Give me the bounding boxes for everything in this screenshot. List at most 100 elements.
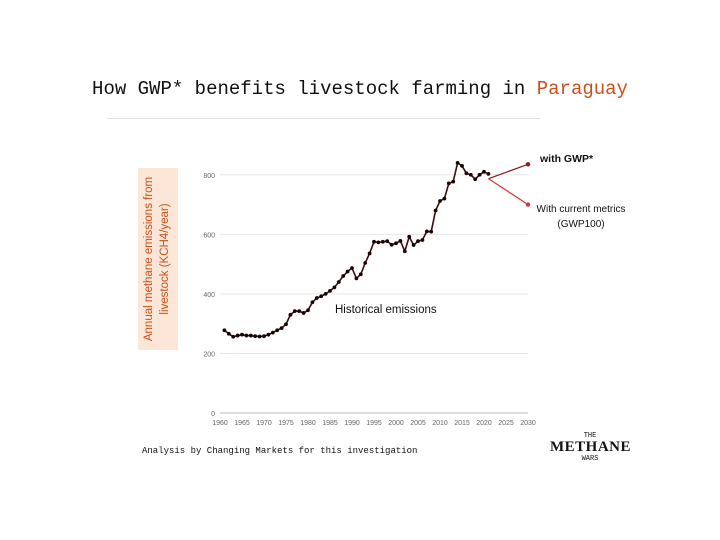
data-point	[284, 322, 288, 327]
data-point	[464, 171, 469, 176]
y-tick-label: 400	[203, 292, 215, 299]
data-point	[314, 296, 319, 300]
series-end-point-1	[525, 162, 531, 167]
logo-main: METHANE	[550, 439, 632, 455]
y-axis-ticks: 0 200 400 600 800	[203, 173, 215, 418]
data-point	[319, 294, 324, 299]
logo-bottom: WARS	[581, 455, 599, 463]
x-tick-label: 1980	[300, 420, 316, 427]
data-point	[424, 229, 429, 234]
data-point	[446, 181, 451, 186]
data-point	[270, 330, 275, 335]
data-point	[380, 239, 385, 244]
data-point	[257, 334, 262, 339]
series-line-2	[488, 178, 529, 206]
data-point	[310, 300, 315, 305]
data-point	[328, 289, 332, 293]
data-point	[486, 171, 491, 176]
data-point	[275, 328, 280, 333]
data-point	[266, 332, 271, 337]
data-point	[226, 331, 231, 336]
data-point	[420, 238, 425, 242]
x-tick-label: 2010	[432, 420, 448, 427]
data-point	[306, 308, 310, 313]
grid	[220, 174, 528, 414]
series-layer	[222, 160, 531, 339]
data-point	[301, 311, 306, 315]
label-current-metrics-1: With current metrics	[537, 204, 626, 215]
data-point	[385, 239, 390, 244]
title-prefix: How GWP* benefits livestock farming in	[92, 78, 537, 100]
x-tick-label: 1995	[366, 420, 382, 427]
x-tick-label: 2030	[520, 420, 536, 427]
data-point	[433, 208, 438, 213]
data-point	[345, 269, 350, 274]
x-tick-label: 1970	[256, 420, 272, 427]
x-tick-label: 1960	[212, 420, 228, 427]
x-tick-label: 1965	[234, 420, 250, 427]
data-point	[367, 251, 372, 256]
data-point	[438, 199, 442, 203]
label-gwp-star: with GWP*	[539, 153, 594, 165]
data-point	[350, 266, 354, 270]
data-point	[451, 179, 456, 184]
label-historical-emissions: Historical emissions	[335, 304, 437, 316]
x-tick-label: 2025	[498, 420, 514, 427]
data-point	[468, 172, 473, 177]
label-current-metrics-2: (GWP100)	[557, 219, 604, 230]
y-tick-label: 200	[203, 351, 215, 358]
data-point	[279, 326, 284, 331]
data-point	[292, 309, 297, 314]
y-tick-label: 600	[203, 232, 215, 239]
data-point	[248, 333, 253, 338]
x-tick-label: 2020	[476, 420, 492, 427]
x-axis-ticks: 1960 1965 1970 1975 1980 1985 1990 1995 2000 2005…	[212, 420, 536, 427]
data-point	[398, 238, 403, 243]
data-point	[372, 239, 376, 244]
page-title: How GWP* benefits livestock farming in P…	[0, 78, 720, 100]
data-point	[416, 239, 420, 244]
y-axis-label-line1: Annual methane emissions from	[143, 177, 155, 341]
logo-top: THE	[583, 432, 597, 440]
data-point	[297, 309, 302, 314]
data-point	[407, 234, 412, 239]
x-tick-label: 1975	[278, 420, 294, 427]
data-point	[482, 169, 486, 174]
data-point	[336, 280, 341, 284]
y-axis-label-background	[138, 168, 178, 350]
y-axis-label-box: Annual methane emissions from livestock …	[138, 168, 178, 350]
x-tick-label: 2005	[410, 420, 426, 427]
data-point	[473, 177, 478, 182]
data-point	[222, 328, 227, 333]
series-end-point-2	[525, 202, 531, 207]
data-point	[354, 276, 359, 281]
data-point	[389, 242, 394, 247]
y-axis-label-line2: livestock (KCH4/year)	[159, 203, 171, 314]
source-note: Analysis by Changing Markets for this in…	[142, 446, 418, 456]
title-divider	[107, 118, 540, 119]
data-point	[253, 334, 258, 339]
data-point	[262, 334, 266, 339]
data-point	[288, 312, 293, 317]
y-tick-label: 0	[211, 411, 215, 418]
data-point	[411, 243, 416, 247]
y-tick-label: 800	[203, 173, 215, 180]
x-tick-label: 1990	[344, 420, 360, 427]
data-point	[332, 285, 337, 290]
data-point	[358, 272, 363, 277]
data-point	[244, 333, 249, 338]
data-point	[402, 249, 407, 254]
series-line-1	[488, 163, 529, 180]
data-point	[341, 274, 346, 278]
data-point	[477, 172, 482, 177]
data-point	[231, 334, 236, 339]
data-point	[376, 240, 381, 245]
x-tick-label: 2015	[454, 420, 470, 427]
data-point	[394, 241, 398, 246]
data-point	[429, 229, 434, 234]
x-tick-label: 1985	[322, 420, 338, 427]
data-point	[363, 261, 368, 265]
data-point	[235, 333, 240, 338]
data-point	[455, 160, 460, 165]
